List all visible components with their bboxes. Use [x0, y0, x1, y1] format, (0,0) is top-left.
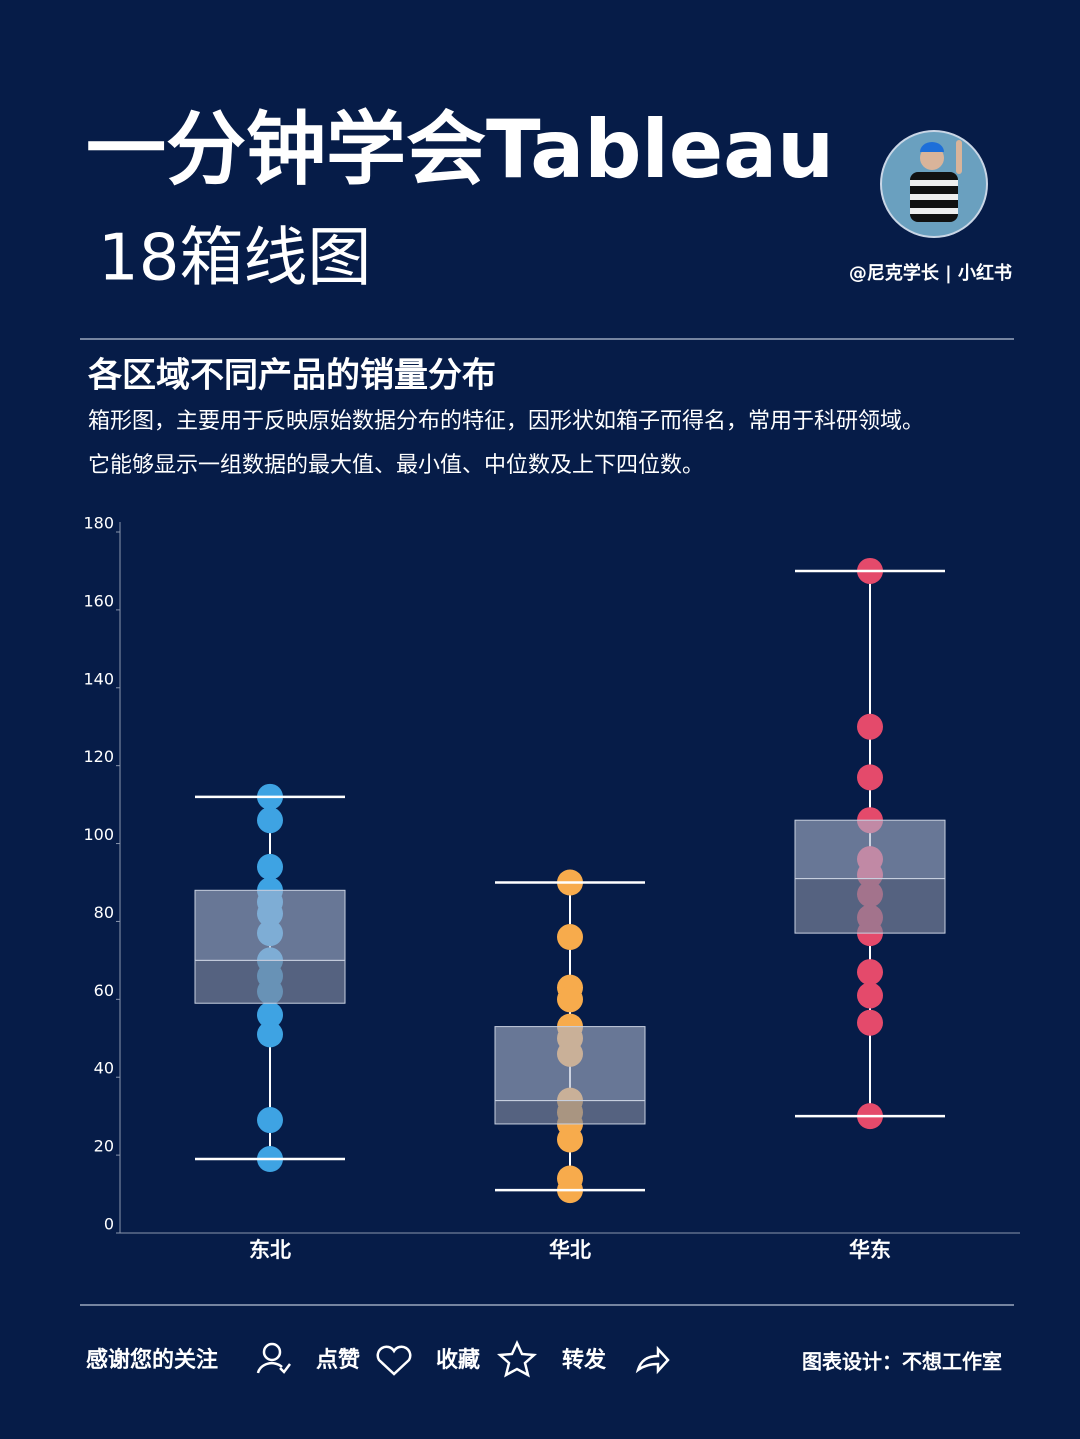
avatar: [880, 130, 988, 238]
chart-title: 各区域不同产品的销量分布: [88, 356, 496, 396]
data-point: [557, 1126, 583, 1153]
data-point: [257, 853, 283, 880]
y-tick-label: 100: [83, 825, 114, 844]
footer-credit: 图表设计：不想工作室: [802, 1350, 1002, 1374]
y-tick-label: 120: [83, 747, 114, 766]
x-tick-label: 东北: [249, 1238, 291, 1262]
footer-action[interactable]: 收藏: [436, 1347, 480, 1373]
data-point: [857, 959, 883, 986]
data-point: [257, 807, 283, 834]
main-title: 一分钟学会Tableau: [86, 103, 834, 196]
y-tick-label: 40: [94, 1059, 114, 1078]
box-upper: [494, 1026, 646, 1102]
subtitle: 18箱线图: [98, 222, 371, 296]
box-lower: [194, 959, 346, 1004]
data-point: [257, 1001, 283, 1028]
data-point: [857, 764, 883, 791]
box-lower: [494, 1100, 646, 1125]
footer-action[interactable]: 点赞: [316, 1347, 360, 1373]
box-lower: [794, 878, 946, 934]
y-tick-label: 180: [83, 514, 114, 533]
x-tick-label: 华北: [549, 1238, 591, 1262]
data-point: [857, 982, 883, 1009]
data-point: [257, 1021, 283, 1048]
y-tick-label: 20: [94, 1137, 114, 1156]
box-upper: [194, 889, 346, 961]
y-tick-label: 140: [83, 669, 114, 688]
x-tick-label: 华东: [849, 1238, 891, 1262]
footer-action[interactable]: 转发: [562, 1347, 607, 1373]
data-point: [857, 1009, 883, 1036]
description-line: 箱形图，主要用于反映原始数据分布的特征，因形状如箱子而得名，常用于科研领域。: [88, 409, 924, 434]
y-tick-label: 0: [104, 1215, 114, 1234]
data-point: [857, 713, 883, 740]
footer-thanks: 感谢您的关注: [86, 1347, 218, 1373]
description-line: 它能够显示一组数据的最大值、最小值、中位数及上下四位数。: [88, 453, 704, 478]
handle: @尼克学长 | 小红书: [849, 262, 1012, 284]
y-tick-label: 60: [94, 981, 114, 1000]
y-tick-label: 80: [94, 903, 114, 922]
box-upper: [794, 819, 946, 880]
data-point: [557, 986, 583, 1013]
data-point: [257, 1107, 283, 1134]
data-point: [557, 924, 583, 951]
y-tick-label: 160: [83, 591, 114, 610]
footer-icons: [256, 1339, 670, 1378]
